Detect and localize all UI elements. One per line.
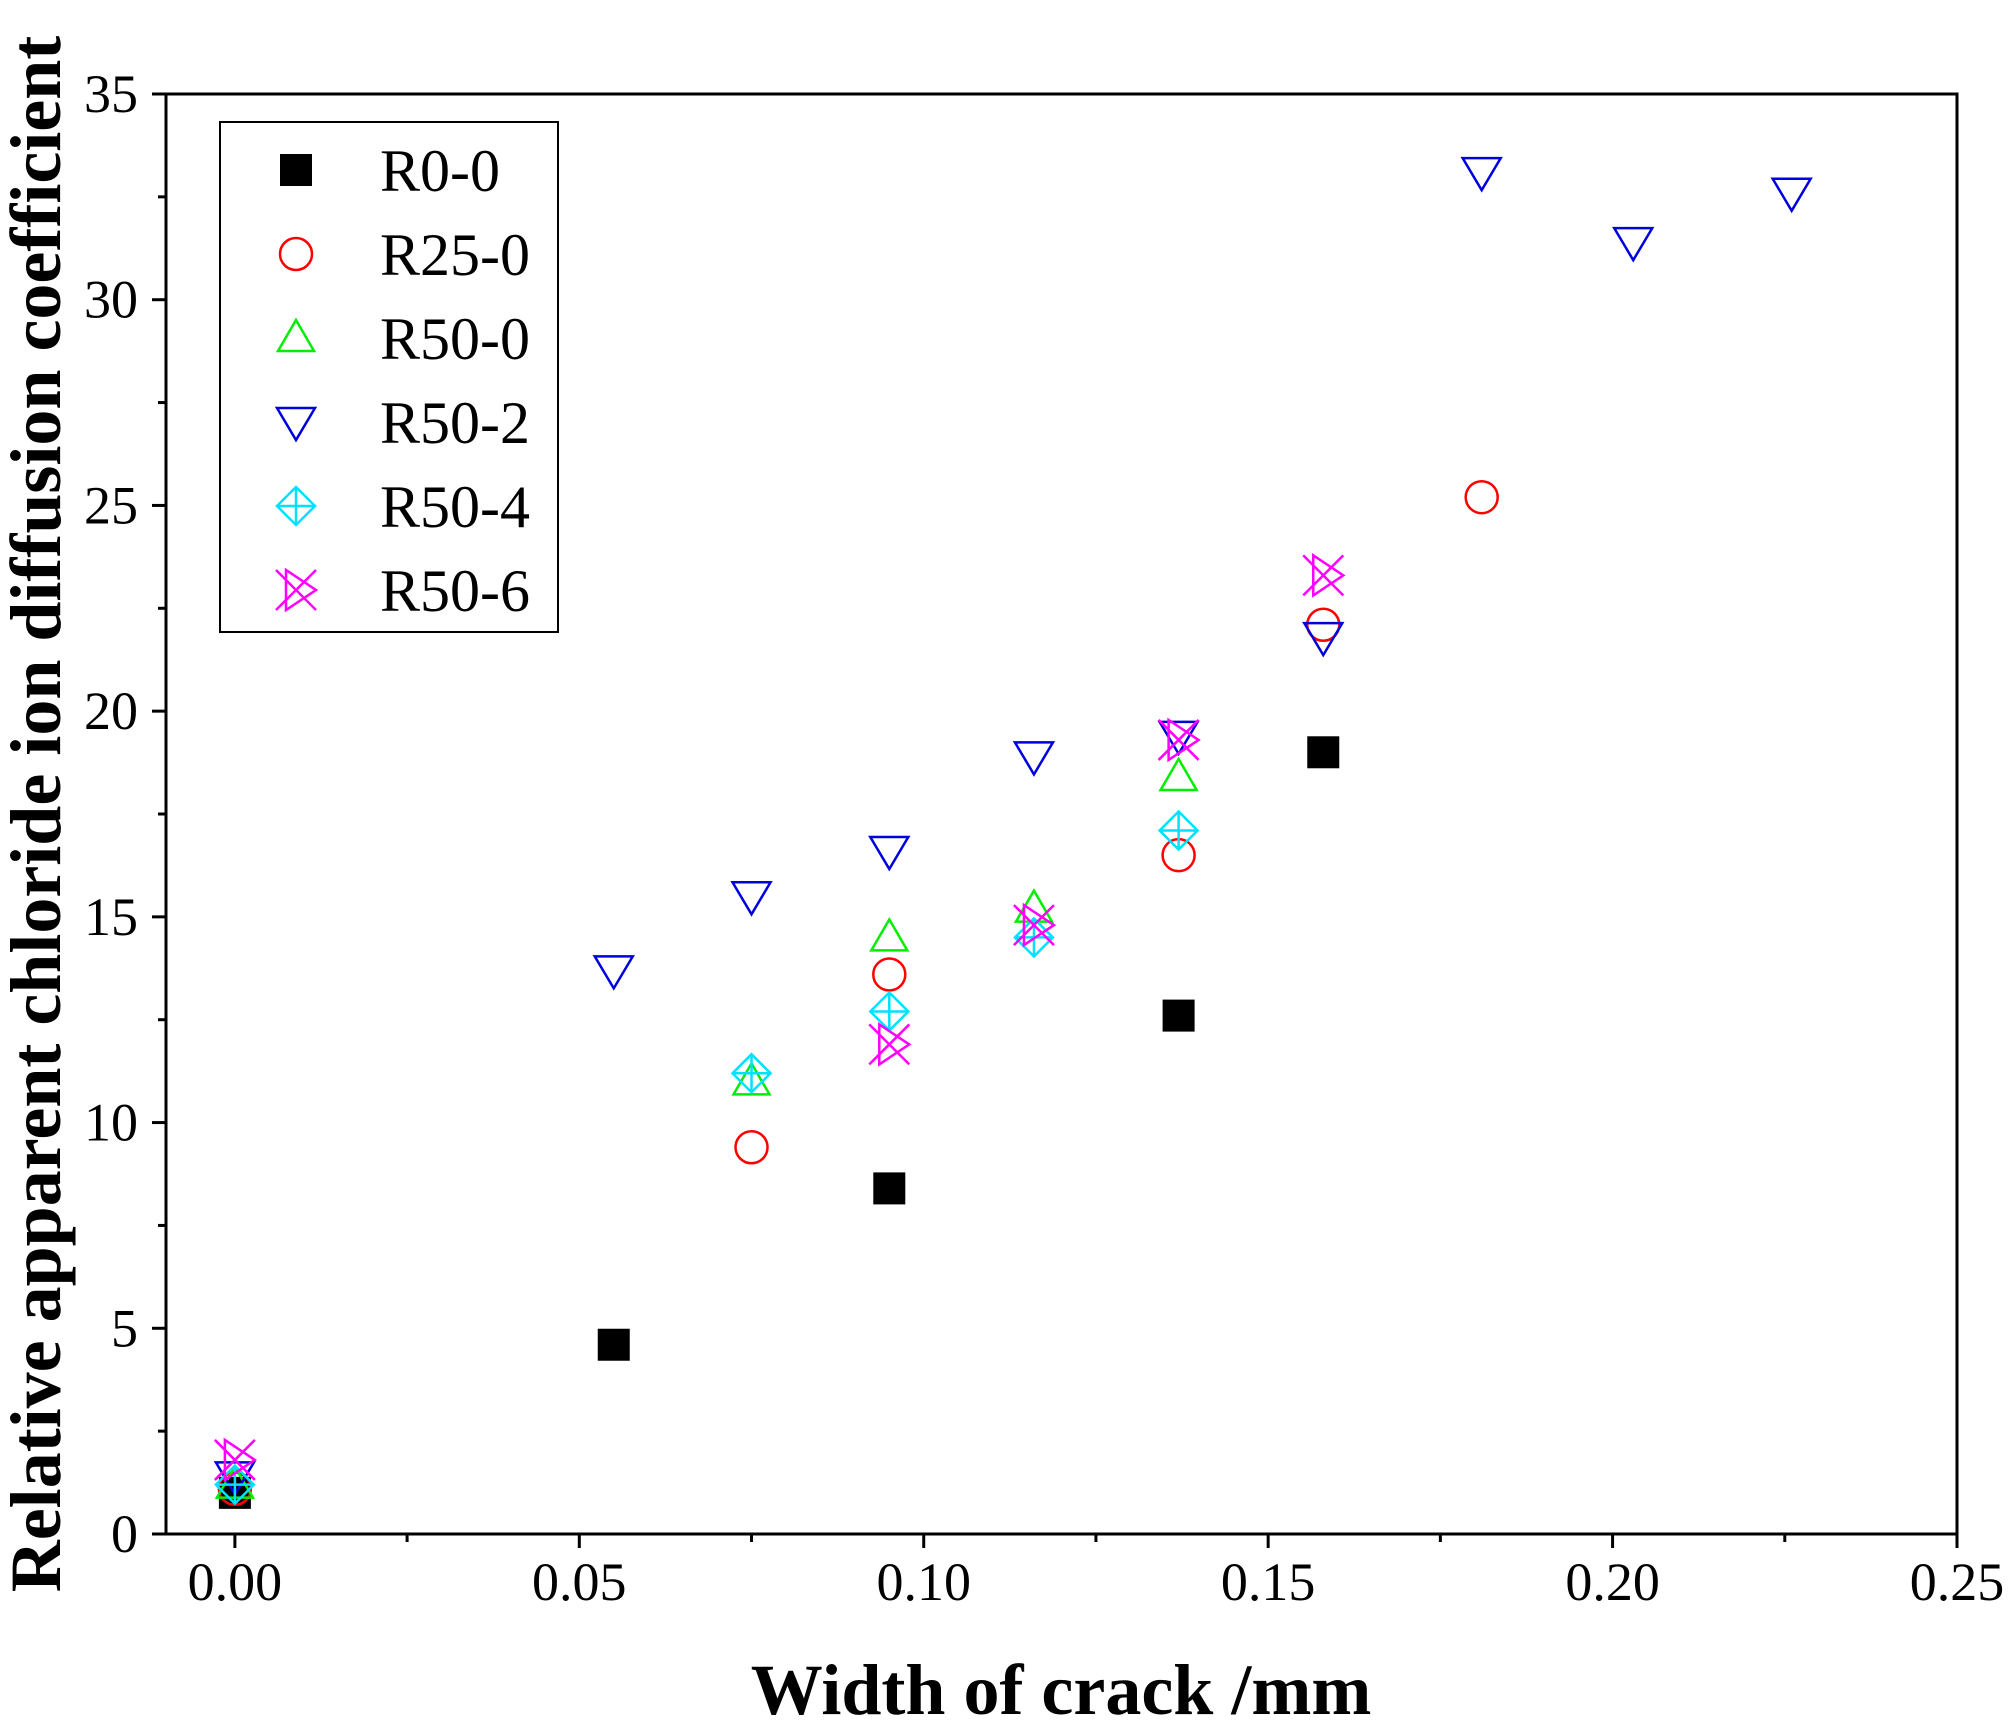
x-tick-label: 0.00 <box>188 1552 283 1612</box>
y-axis-ticks: 0 5 10 15 20 25 30 35 <box>84 64 166 1564</box>
y-tick-label: 5 <box>111 1298 138 1358</box>
legend-marker <box>278 236 314 272</box>
data-point <box>1302 553 1346 598</box>
legend-marker <box>275 485 317 527</box>
legend-label: R50-2 <box>380 390 530 456</box>
data-point <box>731 1060 772 1096</box>
y-tick-label: 0 <box>111 1504 138 1564</box>
legend-marker <box>280 154 312 186</box>
data-point <box>1306 607 1341 642</box>
legend-label: R50-4 <box>380 474 530 540</box>
x-tick-label: 0.25 <box>1910 1552 2005 1612</box>
data-point <box>1162 999 1195 1032</box>
y-tick-label: 35 <box>84 64 138 124</box>
data-point <box>1307 736 1340 769</box>
data-point <box>873 1172 906 1205</box>
data-point <box>1157 809 1200 852</box>
data-point <box>1302 621 1345 658</box>
legend-label: R50-6 <box>380 558 530 624</box>
legend-marker <box>274 406 318 443</box>
legend-box <box>219 121 559 633</box>
data-point <box>730 881 773 917</box>
data-point <box>1612 226 1655 263</box>
data-point <box>868 990 911 1033</box>
data-point <box>214 1437 258 1483</box>
data-point <box>1013 902 1057 948</box>
legend-label: R25-0 <box>380 222 530 288</box>
data-point <box>869 916 910 952</box>
data-point <box>868 1022 912 1067</box>
y-axis-title: Relative apparent chloride ion diffusion… <box>0 36 76 1593</box>
data-point <box>868 835 911 872</box>
y-tick-label: 30 <box>84 270 138 330</box>
data-point <box>592 955 635 991</box>
legend-marker <box>275 567 319 613</box>
data-point <box>1012 741 1056 777</box>
legend: R0-0 R25-0 R50-0 R50-2 R50-4 R50-6 <box>219 121 559 633</box>
legend-label: R50-0 <box>380 306 530 372</box>
x-axis-ticks: 0.00 0.05 0.10 0.15 0.20 0.25 <box>188 1534 2005 1612</box>
y-tick-label: 10 <box>84 1093 138 1153</box>
x-tick-label: 0.15 <box>1221 1552 1316 1612</box>
data-point <box>1157 717 1201 763</box>
x-axis-title: Width of crack /mm <box>751 1650 1372 1730</box>
data-point <box>1158 756 1199 792</box>
data-point <box>1770 177 1813 214</box>
data-markers <box>213 156 1813 1509</box>
data-point <box>597 1328 630 1361</box>
y-tick-label: 15 <box>84 887 138 947</box>
data-point <box>872 957 907 992</box>
x-tick-label: 0.05 <box>532 1552 627 1612</box>
legend-label: R0-0 <box>380 138 500 204</box>
data-point <box>1464 479 1499 515</box>
x-tick-label: 0.10 <box>876 1552 971 1612</box>
data-point <box>730 1052 773 1094</box>
data-point <box>734 1130 769 1165</box>
x-tick-label: 0.20 <box>1565 1552 1660 1612</box>
y-tick-label: 25 <box>84 475 138 535</box>
y-tick-label: 20 <box>84 681 138 741</box>
legend-marker <box>275 317 317 353</box>
data-point <box>1460 156 1503 193</box>
